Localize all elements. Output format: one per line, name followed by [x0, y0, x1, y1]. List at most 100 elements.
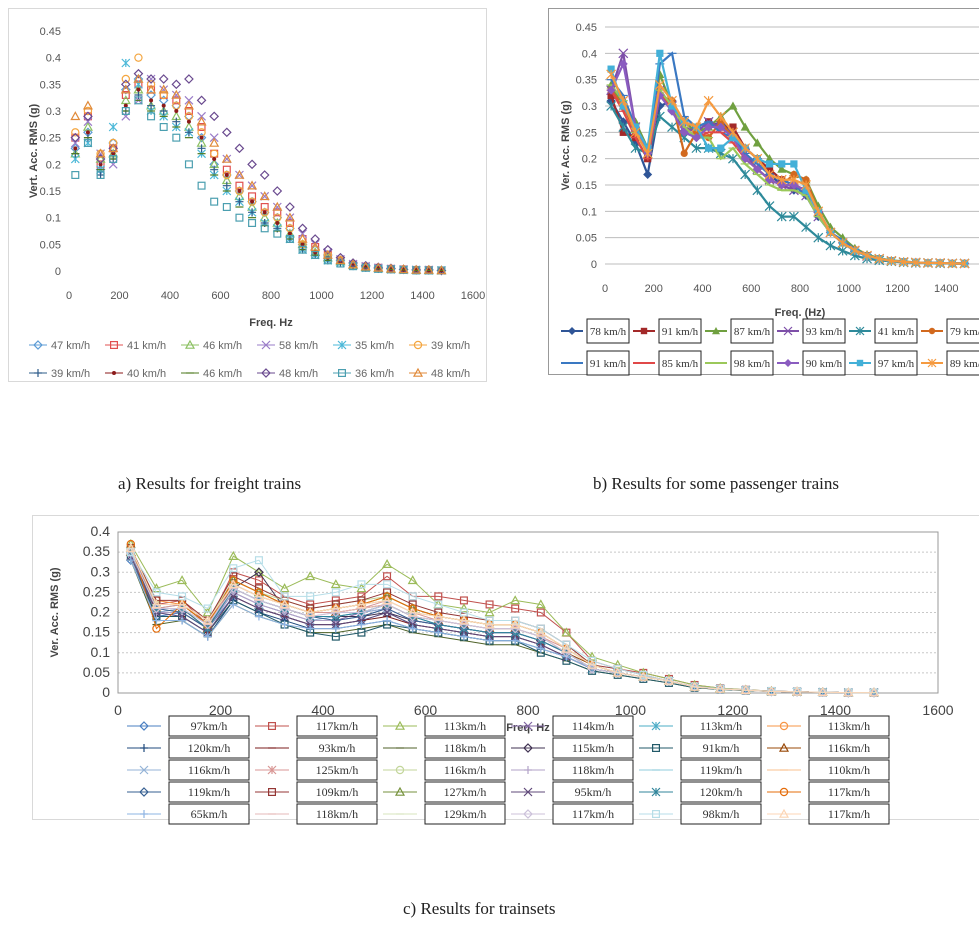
legend-box [808, 715, 890, 737]
data-point [123, 103, 128, 108]
legend-label: 87 km/h [734, 326, 771, 338]
legend-box [802, 350, 846, 376]
data-point [729, 123, 737, 131]
data-point [511, 616, 520, 625]
series [125, 555, 879, 698]
data-point [728, 127, 738, 138]
data-point [619, 128, 627, 136]
data-point [70, 111, 81, 121]
data-point [159, 107, 168, 115]
legend-box [680, 737, 762, 759]
data-point [330, 603, 341, 613]
data-point [536, 624, 545, 633]
data-point [843, 687, 854, 697]
data-point [272, 186, 283, 196]
legend-marker [112, 371, 116, 375]
legend-box [296, 715, 378, 737]
series-line [130, 551, 874, 694]
data-point [247, 180, 258, 190]
y-tick-label: 0.35 [40, 79, 61, 91]
series [71, 80, 446, 275]
legend-marker [413, 340, 423, 350]
legend-box [586, 318, 630, 344]
data-point [765, 160, 774, 168]
data-point [260, 208, 269, 217]
data-point [752, 153, 763, 164]
data-point [717, 144, 725, 152]
y-tick-label: 0.3 [582, 101, 597, 113]
data-point [234, 169, 245, 179]
y-tick-label: 0.05 [40, 239, 61, 251]
legend-box [168, 781, 250, 803]
legend-label: 85 km/h [662, 358, 699, 370]
series [125, 547, 879, 698]
legend-label: 116km/h [444, 763, 486, 777]
data-point [485, 616, 494, 625]
data-point [197, 111, 206, 121]
data-point [356, 599, 367, 609]
legend-label: 127km/h [444, 785, 487, 799]
data-point [228, 591, 238, 601]
x-tick-label: 1200 [885, 283, 909, 295]
data-point [335, 252, 346, 263]
data-point [843, 687, 854, 698]
data-point [434, 600, 443, 609]
data-point [174, 109, 179, 113]
legend-marker [928, 327, 936, 335]
y-tick-label: 0.3 [91, 563, 111, 579]
series [606, 69, 970, 269]
data-point [680, 149, 688, 157]
data-point [234, 143, 245, 154]
data-point [752, 164, 762, 174]
data-point [305, 607, 316, 617]
series [125, 547, 879, 698]
data-point [108, 138, 118, 148]
data-point [247, 159, 257, 170]
data-point [111, 151, 116, 156]
legend-box [680, 715, 762, 737]
y-tick-label: 0.2 [91, 604, 111, 620]
legend-marker [640, 327, 648, 335]
data-point [357, 596, 366, 605]
data-point [606, 69, 617, 80]
data-point [322, 244, 333, 255]
data-point [607, 65, 615, 73]
data-point [184, 74, 194, 84]
data-point [235, 186, 244, 196]
data-point [120, 79, 131, 90]
data-point [331, 588, 340, 597]
legend-label: 113km/h [828, 719, 870, 733]
legend-box [808, 803, 890, 825]
data-point [71, 171, 80, 180]
data-point [715, 111, 726, 122]
data-point [197, 181, 206, 190]
data-point [630, 127, 641, 138]
data-point [776, 174, 787, 185]
data-point [689, 681, 700, 691]
data-point [120, 84, 131, 95]
legend-box [874, 318, 918, 344]
y-tick-label: 0.05 [576, 233, 597, 245]
data-point [331, 624, 340, 633]
legend-box [424, 759, 506, 781]
legend-box [552, 737, 634, 759]
data-point [510, 619, 521, 629]
data-point [407, 575, 418, 585]
data-point [133, 73, 144, 83]
data-point [728, 101, 738, 110]
x-tick-label: 800 [262, 290, 280, 302]
legend-marker [184, 339, 196, 349]
data-point [159, 90, 168, 100]
legend-box [808, 759, 890, 781]
data-point [765, 154, 775, 163]
y-tick-label: 0.25 [83, 583, 110, 599]
legend-box [552, 715, 634, 737]
legend-label: 78 km/h [590, 326, 627, 338]
legend-label: 116km/h [828, 741, 870, 755]
x-tick-label: 1600 [461, 290, 485, 302]
data-point [146, 84, 157, 94]
data-point [385, 263, 396, 273]
y-tick-label: 0.4 [46, 53, 61, 65]
axis-ticks: 0 0.05 0.1 0.15 0.2 0.25 0.3 0.35 0.4 0.45 0 200 400… [40, 26, 486, 302]
data-point [740, 684, 751, 694]
